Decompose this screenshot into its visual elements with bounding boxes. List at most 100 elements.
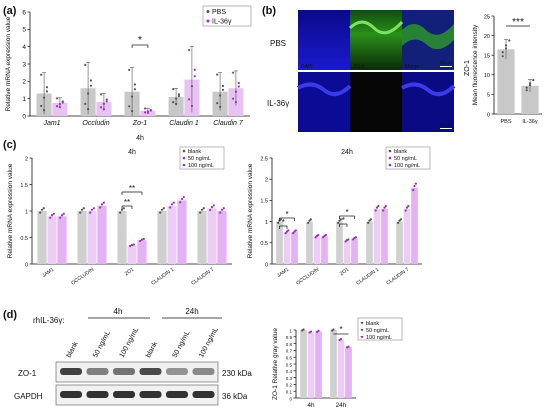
band-gapdh [139, 391, 162, 398]
data-point [287, 229, 290, 232]
legend-box [179, 146, 225, 170]
x-tick-label: CLAUDIN 1 [355, 267, 380, 287]
bar [167, 205, 177, 264]
legend-marker [360, 322, 364, 325]
lane-label: blank [145, 340, 159, 359]
legend-label: 50 ng/mL [366, 328, 389, 334]
bar [207, 208, 217, 264]
data-point [55, 97, 59, 100]
y-tick-label: 0.5 [286, 362, 293, 367]
lane-label: blank [66, 340, 80, 359]
chart-a: 0 1 2 3 4 5 6 Relative mRNA expression value Jam… [5, 5, 252, 142]
legend-box [357, 317, 403, 341]
data-point [128, 68, 131, 71]
y-tick-label: 0.4 [286, 369, 293, 374]
legend-marker [360, 329, 364, 332]
data-point [190, 85, 194, 88]
chart-d: 00.1 0.2 0.3 0.4 0.50.6 0.7 0.8 0.9 1 ZO-1 Relati… [272, 317, 403, 409]
legend-label: blank [188, 149, 201, 155]
lane-label: 50 ng/mL [172, 330, 192, 359]
legend-marker [388, 156, 392, 160]
data-point [105, 100, 108, 103]
bar [47, 216, 57, 264]
x-tick-label: CLAUDIN 1 [150, 267, 175, 287]
panel-label-b: (b) [262, 5, 276, 17]
data-point [180, 197, 184, 201]
legend-marker [388, 163, 392, 167]
data-point [384, 204, 387, 208]
y-tick-label: 1.5 [20, 183, 28, 189]
scale-bar-label-1: 25 μm [440, 60, 453, 65]
data-point [99, 206, 102, 209]
data-point [172, 201, 175, 204]
legend-label: 100 ng/mL [366, 335, 392, 341]
data-point [146, 110, 150, 113]
data-point [160, 208, 164, 211]
x-tick-label: CLAUDIN 7 [385, 267, 410, 287]
x-axis-label: 4h [128, 149, 136, 156]
band-gapdh [113, 391, 135, 398]
data-point [413, 184, 416, 188]
data-point [174, 97, 178, 100]
data-point [292, 232, 295, 235]
data-point [92, 207, 95, 210]
data-point [322, 236, 325, 239]
data-point [86, 92, 90, 95]
y-tick-label: 2 [22, 79, 26, 86]
data-point [193, 68, 196, 71]
data-point [40, 73, 43, 76]
bar [315, 331, 322, 398]
time-24h-label: 24h [185, 307, 198, 316]
x-tick-label: Occludin [82, 120, 109, 127]
data-point [399, 218, 402, 221]
bar [127, 245, 137, 264]
legend-box [202, 5, 252, 27]
sig-star: * [339, 325, 342, 334]
side-label-zo1: ZO-1 [464, 60, 471, 76]
data-point [279, 218, 282, 221]
data-point [84, 102, 87, 105]
bar [330, 330, 337, 398]
x-tick-label: JAM1 [276, 267, 290, 279]
y-tick-label: 1 [25, 209, 28, 215]
data-point [508, 39, 511, 42]
caption-dapi: DAPI [301, 64, 313, 70]
panel-label-a: (a) [3, 5, 17, 17]
data-point [347, 345, 350, 348]
data-point [374, 209, 377, 212]
data-point [61, 101, 64, 104]
data-point [182, 195, 185, 199]
legend-label: blank [394, 149, 407, 155]
bar [403, 208, 411, 264]
data-point [525, 86, 528, 89]
data-point [99, 93, 103, 96]
y-tick-label: 0 [22, 113, 26, 120]
sig-star: * [345, 208, 348, 217]
lane-label: 100 ng/mL [198, 326, 220, 359]
data-point [525, 89, 528, 92]
band-zo1 [139, 368, 162, 375]
data-point [501, 51, 504, 54]
data-point [42, 109, 46, 112]
legend-label: blank [366, 321, 379, 327]
band-zo1 [192, 368, 215, 375]
bar [306, 221, 313, 264]
lane-labels: blank 50 ng/mL 100 ng/mL blank 50 ng/mL 100 n… [66, 326, 220, 359]
data-point [58, 106, 62, 109]
y-tick-label: 3 [22, 61, 26, 68]
data-point [146, 111, 150, 114]
bar [321, 236, 328, 264]
data-point [89, 79, 93, 82]
data-point [221, 84, 225, 88]
y-axis-label: ZO-1 Relative gray value [272, 328, 279, 400]
data-point [354, 236, 357, 239]
data-point [314, 236, 317, 239]
data-point [42, 207, 45, 210]
bar [87, 211, 97, 264]
data-point [60, 214, 64, 217]
data-point [190, 104, 194, 108]
bar [157, 211, 167, 264]
legend-marker [182, 156, 186, 160]
